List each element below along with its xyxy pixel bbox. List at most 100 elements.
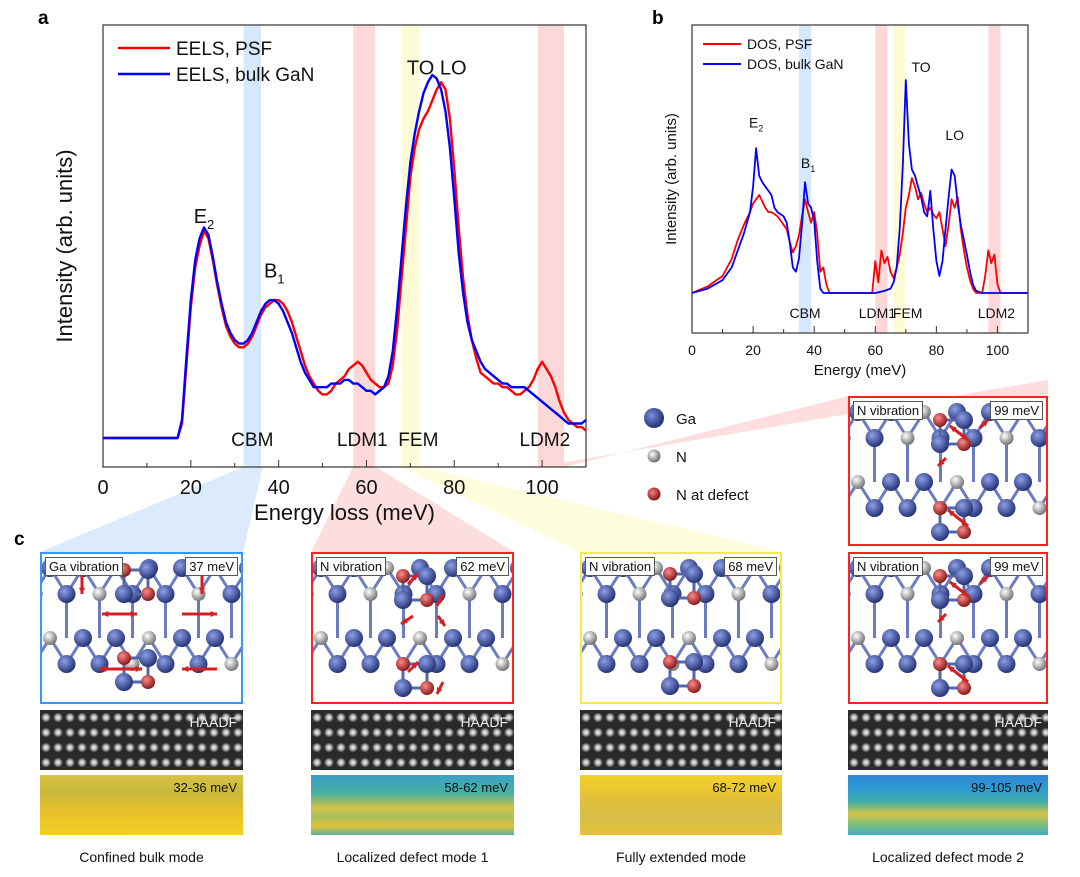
plot-frame xyxy=(102,24,587,468)
atom-n-at-defect-icon xyxy=(647,487,661,501)
band-label-ldm2: LDM2 xyxy=(978,305,1016,321)
wedge-fem xyxy=(400,467,782,552)
x-tick-label: 100 xyxy=(986,342,1010,358)
band-label-ldm2: LDM2 xyxy=(520,430,571,451)
peak-label: E2 xyxy=(749,114,763,133)
mode-structure-frame: Ga vibration 37 meV xyxy=(40,552,243,704)
series-line-psf xyxy=(691,177,1028,294)
energy-range-label: 58-62 meV xyxy=(444,780,508,795)
wedge-ldm1 xyxy=(311,467,514,552)
panel-letter-a: a xyxy=(38,8,49,29)
series-line-bulk-gan xyxy=(103,73,587,440)
x-axis-label: Energy loss (meV) xyxy=(254,500,435,525)
x-tick-label: 0 xyxy=(688,342,696,358)
x-tick-label: 0 xyxy=(97,477,108,499)
mode-structure-frame: N vibration 62 meV xyxy=(311,552,514,704)
mode-caption: Fully extended mode xyxy=(616,849,746,865)
haadf-label: HAADF xyxy=(994,714,1042,730)
band-label-cbm: CBM xyxy=(231,430,273,451)
haadf-image: HAADF xyxy=(848,710,1048,770)
band-label-ldm1: LDM1 xyxy=(859,305,897,321)
x-tick-label: 40 xyxy=(806,342,822,358)
peak-label-subscript: 2 xyxy=(758,124,763,134)
wedge-cbm xyxy=(40,467,263,552)
eels-intensity-map: 99-105 meV xyxy=(848,775,1048,835)
band-ldm1 xyxy=(353,25,376,467)
atomic-structure xyxy=(850,403,1046,541)
atom-ga-icon xyxy=(644,408,664,428)
atom-legend-label: N xyxy=(676,449,687,466)
band-label-ldm1: LDM1 xyxy=(337,430,388,451)
mode-caption: Localized defect mode 2 xyxy=(872,849,1024,865)
mode-structure-frame: N vibration 68 meV xyxy=(580,552,782,704)
atom-n-icon xyxy=(647,449,661,463)
mode-caption: Confined bulk mode xyxy=(79,849,204,865)
x-tick-label: 20 xyxy=(745,342,761,358)
haadf-label: HAADF xyxy=(728,714,776,730)
energy-range-label: 99-105 meV xyxy=(971,780,1042,795)
peak-label: TO xyxy=(911,59,930,75)
band-fem xyxy=(893,25,906,333)
band-ldm2 xyxy=(537,25,565,467)
eels-intensity-map: 58-62 meV xyxy=(311,775,514,835)
band-label-fem: FEM xyxy=(893,305,923,321)
peak-label: LO xyxy=(945,127,964,143)
band-cbm xyxy=(798,25,812,333)
haadf-label: HAADF xyxy=(460,714,508,730)
series-line-psf xyxy=(103,81,587,440)
vibration-label: N vibration xyxy=(853,557,924,576)
atomic-structure xyxy=(850,559,1046,697)
eels-intensity-map: 68-72 meV xyxy=(580,775,782,835)
peak-label-subscript: 1 xyxy=(810,164,815,174)
legend-label: DOS, PSF xyxy=(747,36,812,52)
energy-range-label: 32-36 meV xyxy=(173,780,237,795)
band-label-cbm: CBM xyxy=(789,305,820,321)
y-axis-label: Intensity (arb. units) xyxy=(663,113,680,245)
chart-a-eels: 0 20 40 60 80 100 Energy loss (meV) Intensity (… xyxy=(52,24,587,525)
vibration-label: Ga vibration xyxy=(45,557,124,576)
mode-structure-frame: N vibration 99 meV xyxy=(848,396,1048,546)
legend-label: EELS, PSF xyxy=(176,39,272,60)
energy-range-label: 68-72 meV xyxy=(712,780,776,795)
mode-energy-label: 99 meV xyxy=(990,557,1043,576)
atom-legend-label: Ga xyxy=(676,411,697,428)
atomic-structure xyxy=(313,559,512,697)
mode-energy-label: 37 meV xyxy=(185,557,238,576)
peak-label-subscript: 2 xyxy=(207,217,214,232)
y-axis-label: Intensity (arb. units) xyxy=(52,149,77,342)
x-axis-label: Energy (meV) xyxy=(814,362,907,379)
atom-legend: Ga N N at defect xyxy=(644,408,749,504)
haadf-image: HAADF xyxy=(580,710,782,770)
peak-label: TO LO xyxy=(407,57,467,79)
vibration-label: N vibration xyxy=(316,557,387,576)
band-ldm2 xyxy=(988,25,1001,333)
mode-structure-frame: N vibration 99 meV xyxy=(848,552,1048,704)
panel-letter-b: b xyxy=(652,8,664,29)
atom-legend-label: N at defect xyxy=(676,487,749,504)
mode-caption: Localized defect mode 1 xyxy=(336,849,489,865)
band-ldm1 xyxy=(875,25,888,333)
panel-letter-c: c xyxy=(14,529,25,550)
band-cbm xyxy=(243,25,262,467)
vibration-label: N vibration xyxy=(853,401,924,420)
x-tick-label: 20 xyxy=(180,477,202,499)
legend-label: DOS, bulk GaN xyxy=(747,56,843,72)
atomic-structure xyxy=(42,559,241,691)
series-line-bulk-gan xyxy=(691,79,1028,294)
haadf-image: HAADF xyxy=(40,710,243,770)
mode-energy-label: 68 meV xyxy=(724,557,777,576)
x-tick-label: 60 xyxy=(867,342,883,358)
x-tick-label: 60 xyxy=(355,477,377,499)
x-tick-label: 80 xyxy=(443,477,465,499)
haadf-label: HAADF xyxy=(189,714,237,730)
vibration-label: N vibration xyxy=(585,557,656,576)
peak-label: B1 xyxy=(264,261,285,287)
x-tick-label: 80 xyxy=(929,342,945,358)
peak-label-subscript: 1 xyxy=(277,272,284,287)
atomic-structure xyxy=(582,559,780,695)
legend-label: EELS, bulk GaN xyxy=(176,65,314,86)
mode-energy-label: 99 meV xyxy=(990,401,1043,420)
plot-frame xyxy=(691,24,1029,334)
x-tick-label: 40 xyxy=(268,477,290,499)
mode-energy-label: 62 meV xyxy=(456,557,509,576)
